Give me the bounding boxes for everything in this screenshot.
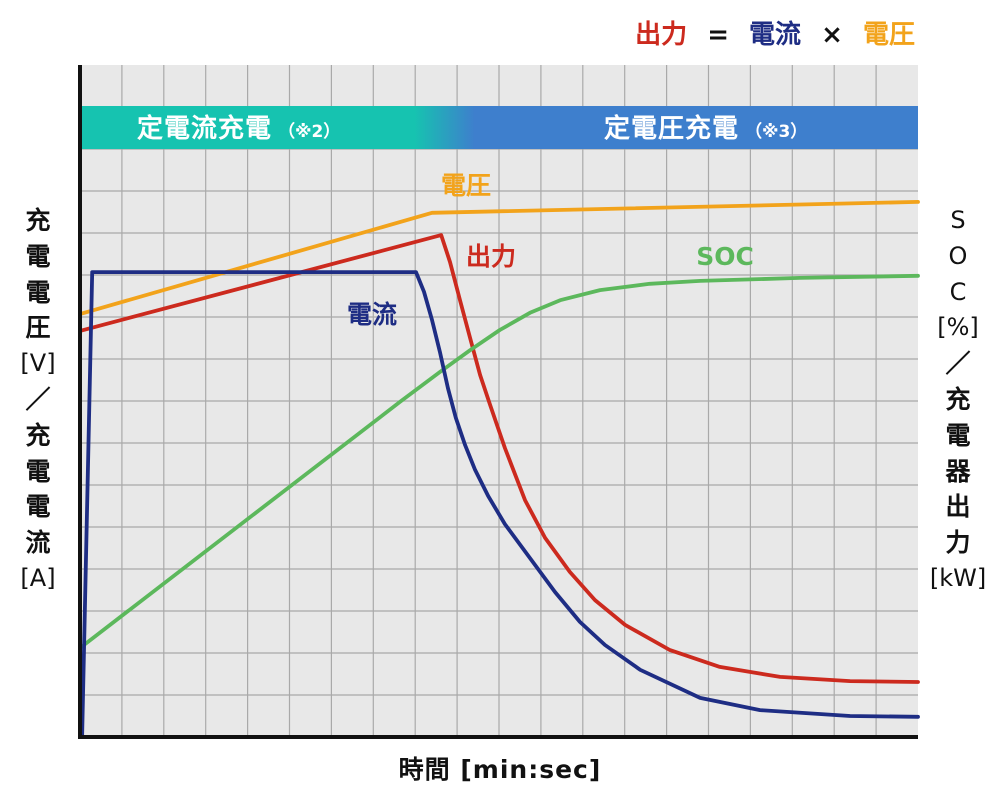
y-axis-label-left-char: [A] [20,563,56,592]
voltage-line [78,199,920,317]
title-current-term: 電流 [749,20,802,50]
y-axis-label-right: S O C [%] ／ 充電器出力 [kW] [930,203,986,597]
y-axis-label-left-char: 電 [25,492,51,522]
current-label: 電流 [347,300,397,329]
series-lines [78,199,920,739]
y-axis-label-right-char: [kW] [929,563,987,592]
y-axis-label-left-char: 電 [25,456,51,486]
y-axis-label-right-char: S [950,206,966,234]
title-voltage-term: 電圧 [862,20,915,50]
voltage-label: 電圧 [441,171,491,200]
grid [80,65,918,737]
title-equals-sign: = [707,20,729,50]
phase-note: （※2） [278,121,340,142]
y-axis-label-right-char: 力 [945,528,971,558]
phase-band [80,106,918,149]
output-line [78,233,920,684]
y-axis-label-left-char: 流 [25,528,51,558]
soc-line [78,273,920,650]
title-output-term: 出力 [635,20,688,50]
y-axis-label-left-char: 圧 [25,313,51,343]
current-line [80,270,920,739]
phase-label-text: 定電圧充電 [604,113,739,144]
output-label: 出力 [466,242,516,271]
phase-label-text: 定電流充電 [137,113,272,144]
y-axis-label-left-char: ／ [25,384,51,414]
phase-label-constant-voltage: 定電圧充電 （※3） [604,113,807,144]
soc-label: SOC [696,242,754,271]
y-axis-label-right-char: 電 [945,420,971,450]
y-axis-label-right-char: 出 [945,492,971,522]
y-axis-label-left-char: 充 [25,206,51,235]
chart-title: 出力 = 電流 × 電圧 [635,19,915,51]
y-axis-label-left-char: 電 [25,241,51,271]
x-axis-label: 時間 [min:sec] [398,755,602,784]
y-axis-label-left-char: [V] [20,349,56,378]
phase-note: （※3） [745,121,807,142]
title-times-sign: × [821,20,843,50]
y-axis-label-left-char: 電 [25,277,51,307]
y-axis-label-right-char: C [949,277,967,306]
y-axis-label-left-char: 充 [25,420,51,450]
y-axis-label-right-char: ／ [945,349,971,379]
y-axis-label-right-char: O [948,241,968,270]
y-axis-label-right-char: 充 [945,384,971,414]
phase-label-constant-current: 定電流充電 （※2） [137,113,340,144]
y-axis-label-right-char: [%] [937,313,979,342]
y-axis-label-left: 充電電圧 [V] ／充電電流 [A] [10,203,66,597]
y-axis-label-right-char: 器 [945,456,971,486]
